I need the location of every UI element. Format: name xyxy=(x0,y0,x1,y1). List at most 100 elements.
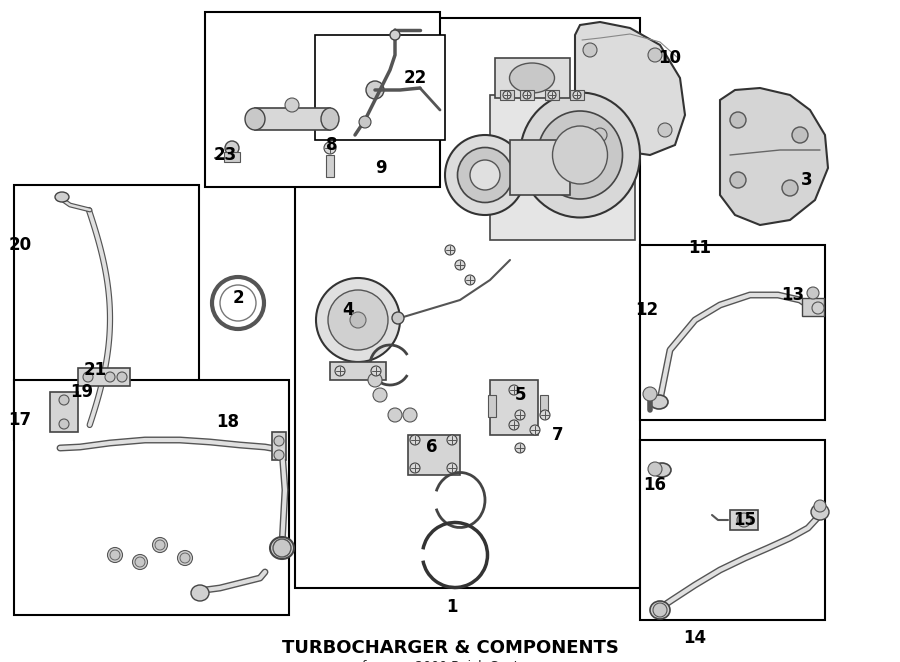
Ellipse shape xyxy=(811,504,829,520)
Circle shape xyxy=(350,312,366,328)
Bar xyxy=(255,108,330,130)
Circle shape xyxy=(392,312,404,324)
Circle shape xyxy=(135,557,145,567)
Circle shape xyxy=(737,513,751,527)
Text: for your 2000 Buick Century: for your 2000 Buick Century xyxy=(362,660,538,662)
Text: 17: 17 xyxy=(8,411,32,429)
Circle shape xyxy=(447,463,457,473)
Text: 3: 3 xyxy=(801,171,813,189)
Ellipse shape xyxy=(653,463,671,477)
Ellipse shape xyxy=(107,547,122,563)
Circle shape xyxy=(583,43,597,57)
Circle shape xyxy=(648,462,662,476)
Bar xyxy=(510,140,570,195)
Bar xyxy=(545,90,559,100)
Circle shape xyxy=(465,275,475,285)
Text: 11: 11 xyxy=(688,239,712,257)
Circle shape xyxy=(540,410,550,420)
Bar xyxy=(488,395,496,417)
Bar xyxy=(500,90,514,100)
Circle shape xyxy=(782,180,798,196)
Ellipse shape xyxy=(245,108,265,130)
Text: 22: 22 xyxy=(403,69,427,87)
Circle shape xyxy=(548,91,556,99)
Bar xyxy=(490,380,538,435)
Text: 5: 5 xyxy=(514,386,526,404)
Bar xyxy=(315,35,445,140)
Circle shape xyxy=(83,372,93,382)
Ellipse shape xyxy=(388,408,402,422)
Bar xyxy=(640,440,825,620)
Circle shape xyxy=(593,128,607,142)
Text: 21: 21 xyxy=(84,361,106,379)
Text: 1: 1 xyxy=(446,598,458,616)
Circle shape xyxy=(110,550,120,560)
Bar xyxy=(272,432,286,460)
Circle shape xyxy=(180,553,190,563)
Circle shape xyxy=(730,112,746,128)
Circle shape xyxy=(59,395,69,405)
Circle shape xyxy=(117,372,127,382)
Bar xyxy=(330,362,386,380)
Ellipse shape xyxy=(225,141,239,155)
Text: 2: 2 xyxy=(232,289,244,307)
Bar xyxy=(495,58,570,98)
Text: 18: 18 xyxy=(217,413,239,431)
Text: 9: 9 xyxy=(375,159,387,177)
Ellipse shape xyxy=(177,551,193,565)
Circle shape xyxy=(515,443,525,453)
Ellipse shape xyxy=(650,395,668,409)
Circle shape xyxy=(530,425,540,435)
Bar xyxy=(295,18,640,588)
Text: 13: 13 xyxy=(781,286,805,304)
Bar xyxy=(570,90,584,100)
Ellipse shape xyxy=(537,111,623,199)
Circle shape xyxy=(324,142,336,154)
Circle shape xyxy=(503,91,511,99)
Circle shape xyxy=(658,123,672,137)
Ellipse shape xyxy=(368,373,382,387)
Bar xyxy=(540,395,548,417)
Circle shape xyxy=(274,450,284,460)
Ellipse shape xyxy=(285,98,299,112)
Ellipse shape xyxy=(650,601,670,619)
Bar xyxy=(520,90,534,100)
Ellipse shape xyxy=(403,408,417,422)
Polygon shape xyxy=(720,88,828,225)
Bar xyxy=(14,380,289,615)
Bar xyxy=(408,435,460,475)
Text: 19: 19 xyxy=(70,383,94,401)
Circle shape xyxy=(523,91,531,99)
Circle shape xyxy=(814,500,826,512)
Ellipse shape xyxy=(520,93,640,218)
Text: TURBOCHARGER & COMPONENTS: TURBOCHARGER & COMPONENTS xyxy=(282,639,618,657)
Ellipse shape xyxy=(55,192,69,202)
Circle shape xyxy=(653,603,667,617)
Ellipse shape xyxy=(812,302,824,314)
Ellipse shape xyxy=(445,135,525,215)
Polygon shape xyxy=(575,22,685,155)
Circle shape xyxy=(807,287,819,299)
Circle shape xyxy=(410,463,420,473)
Ellipse shape xyxy=(390,30,400,40)
Bar xyxy=(14,185,199,440)
Text: 6: 6 xyxy=(427,438,437,456)
Ellipse shape xyxy=(270,537,294,559)
Text: 23: 23 xyxy=(213,146,237,164)
Circle shape xyxy=(155,540,165,550)
Circle shape xyxy=(509,385,519,395)
Ellipse shape xyxy=(457,148,512,203)
Ellipse shape xyxy=(132,555,148,569)
Bar xyxy=(640,245,825,420)
Circle shape xyxy=(455,260,465,270)
Ellipse shape xyxy=(152,538,167,553)
Ellipse shape xyxy=(191,585,209,601)
Text: 4: 4 xyxy=(342,301,354,319)
Circle shape xyxy=(515,410,525,420)
Circle shape xyxy=(410,435,420,445)
Bar xyxy=(802,298,824,316)
Ellipse shape xyxy=(553,126,608,184)
Circle shape xyxy=(509,420,519,430)
Bar xyxy=(205,12,440,187)
Ellipse shape xyxy=(366,81,384,99)
